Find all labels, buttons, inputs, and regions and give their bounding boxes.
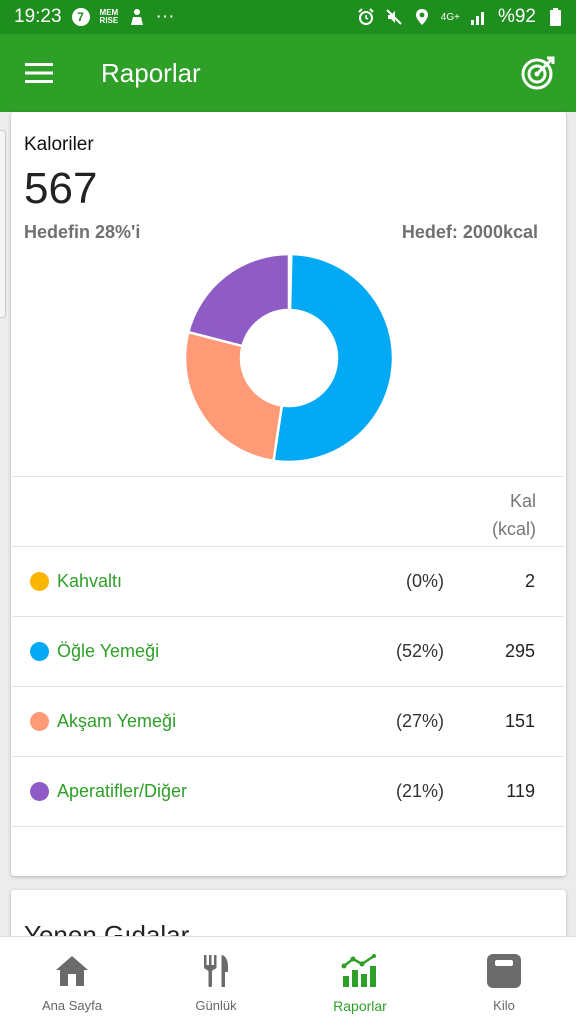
notification-badge-icon: 7 [71, 8, 90, 26]
dinner-color-dot [30, 712, 49, 731]
meal-kcal: 119 [506, 781, 535, 801]
donut-slice-2 [183, 330, 284, 463]
meal-percent: (0%) [405, 571, 444, 591]
table-row-lunch[interactable]: Öğle Yemeği (52%) 295 [12, 617, 564, 687]
nav-home[interactable]: Ana Sayfa [0, 937, 144, 1024]
mute-icon [385, 8, 403, 26]
donut-slice-1 [272, 252, 395, 464]
memrise-icon: MEM RISE [99, 8, 119, 25]
location-icon [413, 8, 431, 26]
side-drawer-handle[interactable] [0, 130, 6, 318]
network-type: 4G+ [440, 11, 460, 23]
battery-icon [546, 8, 564, 26]
kcal-column-header: Kal (kcal) [492, 491, 536, 539]
calories-card: Kaloriler 567 Hedefin 28%'i Hedef: 2000k… [11, 112, 566, 876]
meal-percent: (21%) [395, 781, 444, 801]
meal-table: Kal (kcal) Kahvaltı (0%) 2 Öğle Yemeği (… [12, 476, 564, 827]
user-icon [128, 8, 146, 26]
menu-button[interactable] [0, 34, 78, 112]
goal-percent-text: Hedefin 28%'i [24, 222, 141, 242]
meal-percent: (27%) [395, 711, 444, 731]
goal-button[interactable] [518, 53, 558, 93]
chart-icon [340, 951, 380, 991]
goal-text: Hedef: 2000kcal [401, 222, 538, 242]
nav-weight[interactable]: Kilo [432, 937, 576, 1024]
fork-knife-icon [196, 951, 236, 991]
calories-label: Kaloriler [24, 134, 94, 155]
table-row-breakfast[interactable]: Kahvaltı (0%) 2 [12, 547, 564, 617]
nav-diary[interactable]: Günlük [144, 937, 288, 1024]
meal-kcal: 151 [504, 711, 535, 731]
home-icon [52, 951, 92, 991]
lunch-color-dot [30, 642, 49, 661]
meal-kcal: 295 [504, 641, 535, 661]
battery-level: %92 [497, 6, 536, 27]
calories-donut-chart [183, 252, 395, 464]
nav-diary-label: Günlük [195, 998, 237, 1013]
meal-percent: (52%) [395, 641, 444, 661]
nav-home-label: Ana Sayfa [42, 998, 102, 1013]
scale-icon [484, 951, 524, 991]
table-row-dinner[interactable]: Akşam Yemeği (27%) 151 [12, 687, 564, 757]
meal-name: Öğle Yemeği [57, 641, 160, 661]
breakfast-color-dot [30, 572, 49, 591]
nav-reports[interactable]: Raporlar [288, 937, 432, 1024]
status-time: 19:23 [14, 6, 62, 27]
page-title: Raporlar [101, 57, 201, 88]
nav-reports-label: Raporlar [333, 998, 387, 1014]
snacks-color-dot [30, 782, 49, 801]
signal-icon [470, 8, 488, 26]
meal-kcal: 2 [524, 571, 535, 591]
meal-name: Aperatifler/Diğer [57, 781, 188, 801]
table-header: Kal (kcal) [12, 477, 564, 547]
target-icon [521, 56, 555, 90]
donut-slice-3 [186, 252, 291, 348]
nav-weight-label: Kilo [493, 998, 515, 1013]
table-row-snacks[interactable]: Aperatifler/Diğer (21%) 119 [12, 757, 564, 827]
status-bar: 19:23 7 MEM RISE ··· 4G+ %92 [0, 0, 576, 34]
meal-name: Kahvaltı [57, 571, 123, 591]
meal-name: Akşam Yemeği [57, 711, 177, 731]
app-bar: Raporlar [0, 34, 576, 112]
calories-value: 567 [24, 164, 98, 213]
bottom-navigation: Ana Sayfa Günlük Raporlar Kilo [0, 936, 576, 1024]
alarm-icon [357, 8, 375, 26]
more-notifications-icon: ··· [155, 6, 175, 27]
hamburger-icon [25, 63, 53, 83]
